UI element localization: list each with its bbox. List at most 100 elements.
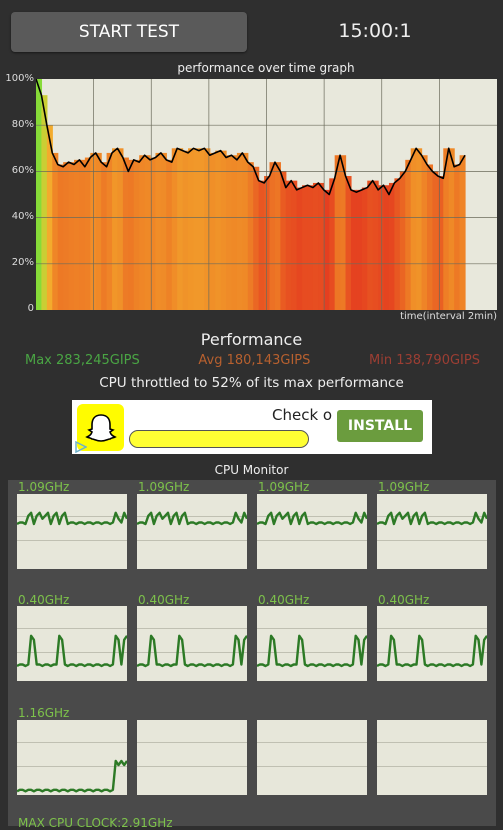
max-cpu-clock: MAX CPU CLOCK:2.91GHz [18,816,173,830]
core-graph-svg [137,742,247,767]
core-graph [16,606,128,681]
perf-band [291,180,298,310]
ghost-icon [77,404,124,451]
core-graph [137,720,247,795]
perf-band [79,159,86,310]
core-graph-svg [377,742,487,767]
core-graph-svg [376,511,489,541]
core-graph [257,720,367,795]
perf-band [160,152,167,310]
perf-band [264,176,271,310]
perf-band [63,162,70,310]
perf-band [399,171,406,310]
perf-band [323,189,330,310]
perf-band [280,171,287,310]
start-test-button[interactable]: START TEST [11,12,247,52]
perf-band [117,148,124,310]
perf-band [356,189,363,310]
perf-band [253,166,260,310]
perf-band [378,185,385,310]
perf-band [144,155,151,310]
core-load-line [16,511,129,526]
core-graph [16,720,128,795]
perf-band [188,148,195,310]
core-graph [256,494,369,569]
perf-band [448,148,455,310]
perf-band [345,176,352,310]
perf-band [394,178,401,310]
core-graph-svg [257,742,367,767]
core-graph [136,606,248,681]
core-graph-svg [376,628,488,668]
perf-band [432,171,439,310]
perf-band [95,152,102,310]
core-graph [376,606,488,681]
perf-band [166,159,173,310]
perf-band [193,148,200,310]
core-freq-label: 1.09GHz [258,480,310,494]
perf-band [318,182,325,310]
core-freq-label: 0.40GHz [18,593,70,607]
perf-band [139,155,146,310]
perf-band [334,155,341,310]
y-tick-20: 20% [11,257,34,268]
core-freq-label: 0.40GHz [378,593,430,607]
core-graph-svg [16,628,128,668]
core-load-line [376,511,489,526]
core-freq-label: 1.16GHz [18,706,70,720]
perf-band [68,162,75,310]
perf-band [36,79,43,310]
core-load-line [16,759,128,793]
perf-band [204,148,211,310]
ad-progress-bar [129,430,309,448]
ad-choices-icon[interactable] [75,438,88,454]
y-tick-40: 40% [11,211,34,222]
perf-band [302,185,309,310]
perf-band [41,95,48,310]
core-freq-label: 1.09GHz [138,480,190,494]
perf-band [52,152,59,310]
perf-band [367,180,374,310]
perf-band [182,150,189,310]
perf-band [122,157,129,310]
performance-stats: Max 283,245GIPS Avg 180,143GIPS Min 138,… [25,353,480,368]
perf-band [307,185,314,310]
perf-band [383,185,390,310]
perf-band [372,180,379,310]
core-freq-label: 0.40GHz [258,593,310,607]
core-graph-svg [256,511,369,541]
cpu-monitor-title: CPU Monitor [214,463,289,477]
core-freq-label: 1.09GHz [18,480,70,494]
perf-band [112,148,119,310]
core-load-line [256,634,368,668]
timer: 15:00:1 [338,20,412,42]
core-graph-svg [16,511,129,541]
perf-band [198,148,205,310]
perf-band [57,164,64,310]
y-tick-80: 80% [11,119,34,130]
perf-band [84,157,91,310]
perf-band [405,159,412,310]
perf-band [231,155,238,310]
ad-banner[interactable]: Check o INSTALL [72,400,432,454]
max-stat: Max 283,245GIPS [25,353,140,368]
core-graph [376,494,489,569]
perf-band [426,164,434,310]
perf-band [459,155,466,310]
core-graph-svg [256,628,368,668]
core-freq-label: 1.09GHz [378,480,430,494]
install-button[interactable]: INSTALL [337,410,423,442]
core-graph-svg [136,628,248,668]
perf-band [150,157,157,310]
perf-band [443,148,450,310]
core-graph [377,720,487,795]
core-freq-label: 0.40GHz [138,593,190,607]
perf-band [209,152,216,310]
core-load-line [16,634,128,668]
perf-band [220,150,227,310]
core-graph-svg [16,742,128,793]
perf-band [410,148,417,310]
core-load-line [136,511,249,526]
performance-graph-svg [36,79,497,310]
perf-band [177,148,184,310]
